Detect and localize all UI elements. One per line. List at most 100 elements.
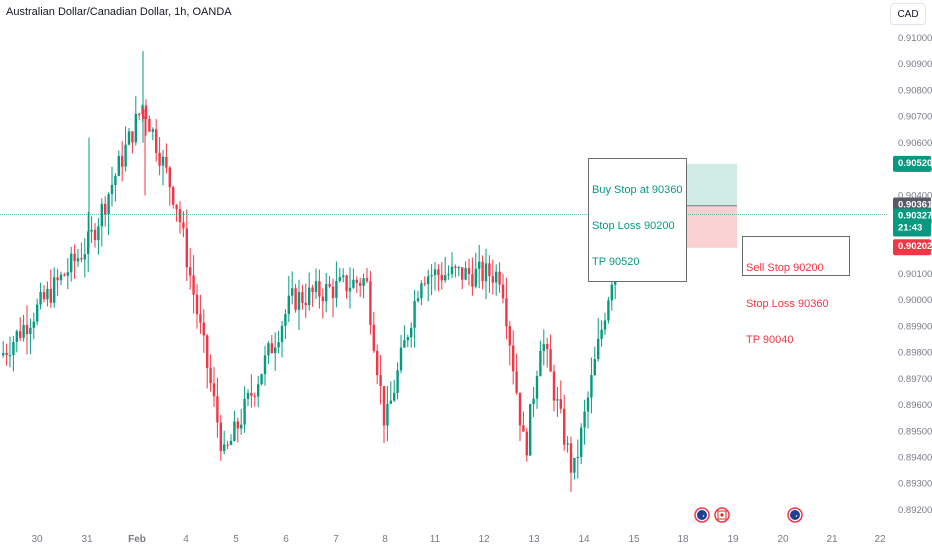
candle-body [5, 352, 8, 356]
maple-leaf-mark [720, 513, 724, 517]
candle-body [376, 350, 379, 376]
candle-body [29, 327, 32, 335]
candle-body [274, 347, 277, 354]
candle-body [178, 209, 182, 223]
candle-body [365, 278, 369, 282]
stop-price-label: 0.90202 [898, 241, 932, 252]
candle-body [260, 374, 263, 385]
candle-body [284, 314, 287, 326]
candle-body [583, 411, 586, 428]
candle-body [32, 321, 35, 328]
candle-body [454, 266, 457, 268]
candle-body [63, 274, 66, 276]
candle-body [321, 296, 324, 302]
candle-body [87, 231, 90, 255]
candle-body [529, 404, 532, 456]
buy-note-line-2: Stop Loss 90200 [592, 220, 675, 232]
candle-body [236, 421, 239, 429]
candle-body [488, 263, 491, 277]
candle-body [240, 424, 243, 429]
time-tick-label: 6 [283, 534, 289, 545]
stop-price-label-bg [893, 239, 931, 256]
candle-body [573, 457, 576, 473]
candle-body [49, 288, 52, 303]
candle-body [22, 324, 25, 338]
price-tick-label: 0.89900 [898, 321, 932, 332]
candle-body [267, 343, 270, 356]
candle-body [389, 400, 392, 404]
candle-body [556, 399, 559, 401]
candle-body [546, 344, 549, 350]
candle-body [287, 295, 290, 315]
candle-body [2, 352, 5, 356]
flag-star [702, 515, 705, 517]
candle-body [342, 275, 345, 278]
time-tick-label: 5 [233, 534, 239, 545]
candle-body [593, 359, 596, 376]
candle-body [121, 155, 124, 167]
australia-flag-fill [697, 510, 707, 520]
candle-body [209, 368, 212, 384]
time-tick-label: 12 [478, 534, 490, 545]
candle-body [308, 287, 311, 306]
tp-price-label: 0.90520 [898, 158, 932, 169]
candle-body [362, 278, 365, 286]
candle-body [444, 275, 447, 281]
price-tick-label: 0.90400 [898, 190, 932, 201]
flag-star [795, 515, 798, 517]
candle-body [515, 371, 518, 393]
candle-body [70, 253, 73, 273]
candle-body [597, 338, 600, 360]
candle-body [416, 298, 420, 302]
candle-body [243, 398, 246, 425]
candle-body [359, 282, 362, 286]
candle-body [512, 345, 515, 372]
candle-body [192, 275, 195, 295]
candle-body [464, 268, 467, 280]
candle-body [549, 349, 552, 372]
candle-body [427, 276, 430, 285]
candle-body [410, 327, 413, 338]
candle-body [576, 456, 579, 458]
tp-price-label-bg [893, 155, 931, 172]
currency-button[interactable]: CAD [890, 3, 926, 25]
candle-body [423, 283, 426, 285]
candle-body [372, 324, 375, 351]
candle-body [110, 184, 114, 195]
candle-body [73, 253, 76, 262]
price-tick-label: 0.89800 [898, 348, 932, 359]
candle-body [263, 355, 267, 375]
price-tick-label: 0.90100 [898, 269, 932, 280]
candle-body [294, 288, 297, 310]
current-price-label-bg [893, 208, 931, 237]
candle-body [168, 167, 171, 188]
candle-body [430, 275, 433, 277]
candle-body [484, 263, 488, 282]
candle-body [522, 425, 525, 432]
time-tick-label: 22 [874, 534, 886, 545]
candle-body [518, 392, 522, 426]
candle-body [138, 113, 141, 115]
time-tick-label: 8 [382, 534, 388, 545]
candle-body [607, 300, 610, 321]
candle-body [314, 281, 318, 292]
sell-note-line-3: TP 90040 [746, 334, 794, 346]
candle-body [491, 276, 494, 283]
candle-body [83, 254, 86, 260]
price-tick-label: 0.89200 [898, 505, 932, 516]
time-tick-label: 31 [81, 534, 93, 545]
candle-body [566, 443, 569, 445]
time-tick-label: 7 [333, 534, 339, 545]
candle-body [399, 347, 403, 371]
candle-body [495, 271, 498, 283]
candle-body [352, 279, 355, 288]
candle-body [12, 341, 15, 356]
candle-body [42, 292, 46, 300]
candle-body [501, 284, 505, 299]
candle-body [569, 443, 573, 473]
candle-body [393, 393, 396, 401]
candle-body [590, 375, 593, 398]
price-tick-label: 0.90000 [898, 295, 932, 306]
candle-body [338, 277, 341, 281]
candle-body [36, 304, 39, 322]
